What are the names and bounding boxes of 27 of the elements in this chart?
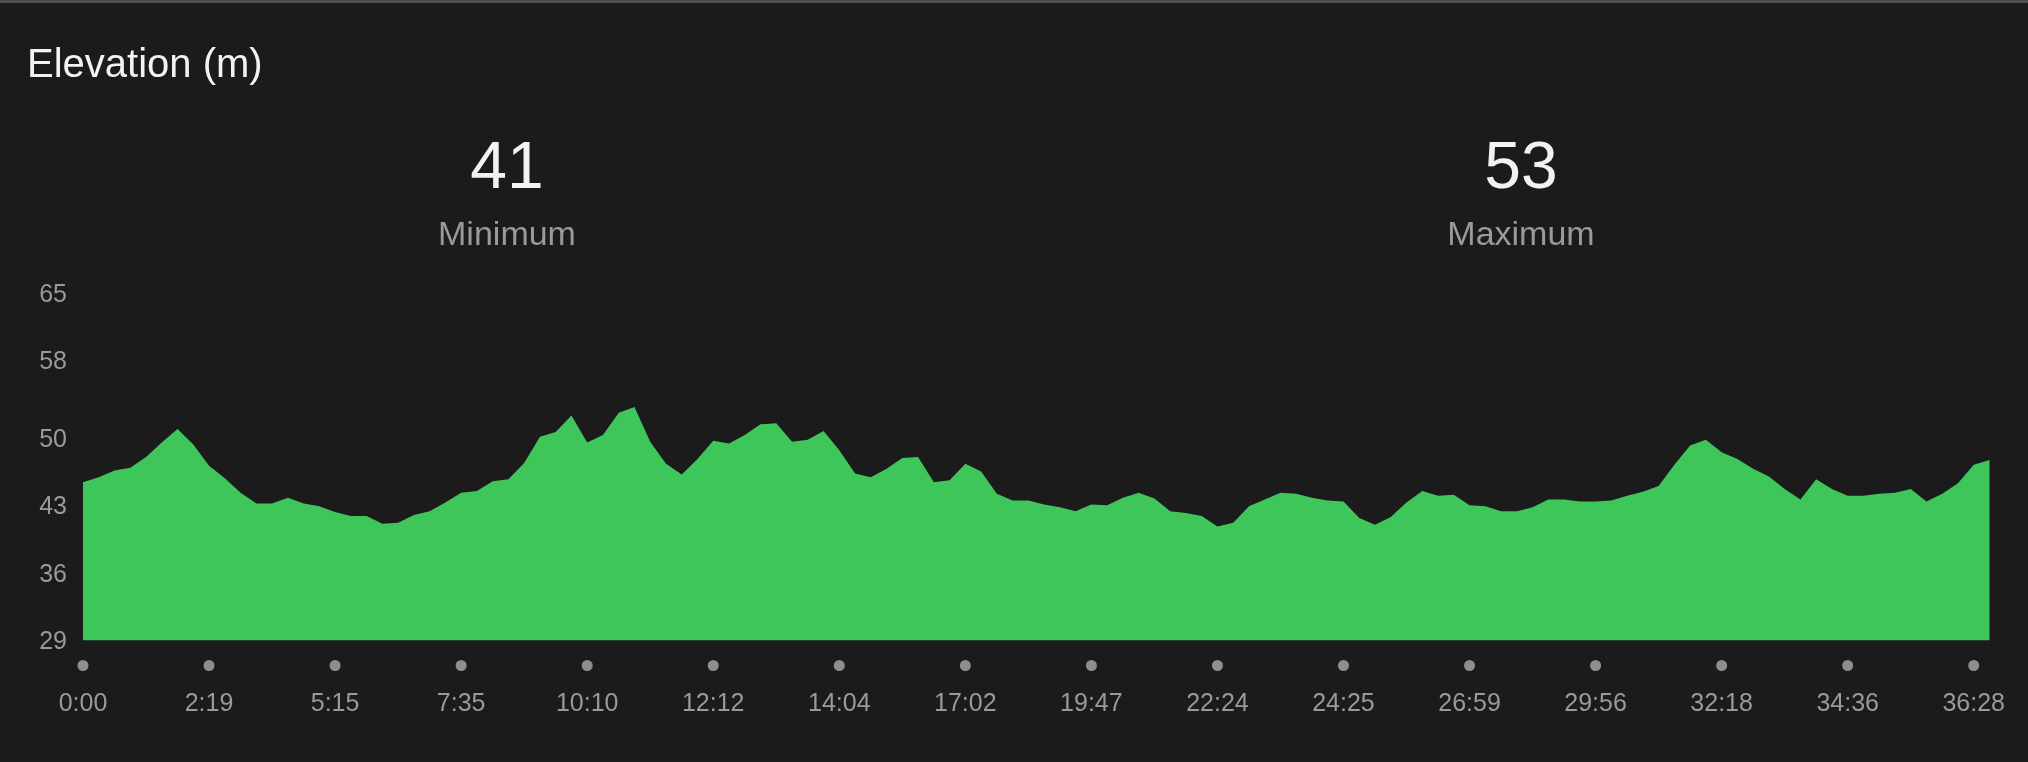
x-tick-label: 12:12 (681, 688, 745, 717)
x-tick-label: 10:10 (555, 688, 619, 717)
x-tick-label: 34:36 (1816, 688, 1879, 717)
x-tick-label: 19:47 (1060, 688, 1123, 717)
x-tick-label: 22:24 (1186, 688, 1249, 717)
x-tick-label: 29:56 (1564, 688, 1627, 717)
text: Minimum (438, 213, 576, 253)
x-tick-label: 32:18 (1690, 688, 1753, 717)
y-tick-label: 36 (39, 558, 67, 587)
text: Maximum (1447, 213, 1595, 253)
x-tick-label: 7:35 (436, 688, 486, 717)
y-tick-label: 43 (39, 491, 67, 520)
chart-title: Elevation (m) (27, 40, 263, 87)
x-tick-label: 36:28 (1942, 688, 2006, 717)
y-tick-label: 29 (39, 626, 67, 655)
x-tick-label: 17:02 (934, 688, 997, 717)
y-tick-label: 58 (39, 346, 67, 375)
x-tick-label: 0:00 (58, 688, 108, 717)
y-tick-label: 65 (39, 278, 67, 307)
x-tick-label: 2:19 (184, 688, 234, 717)
x-tick-label: 5:15 (310, 688, 360, 717)
x-tick-label: 26:59 (1438, 688, 1501, 717)
x-tick-label: 24:25 (1312, 688, 1375, 717)
x-tick-label: 14:04 (808, 688, 871, 717)
text: 41 (470, 127, 544, 204)
y-tick-label: 50 (39, 423, 67, 452)
text: 53 (1484, 127, 1558, 204)
